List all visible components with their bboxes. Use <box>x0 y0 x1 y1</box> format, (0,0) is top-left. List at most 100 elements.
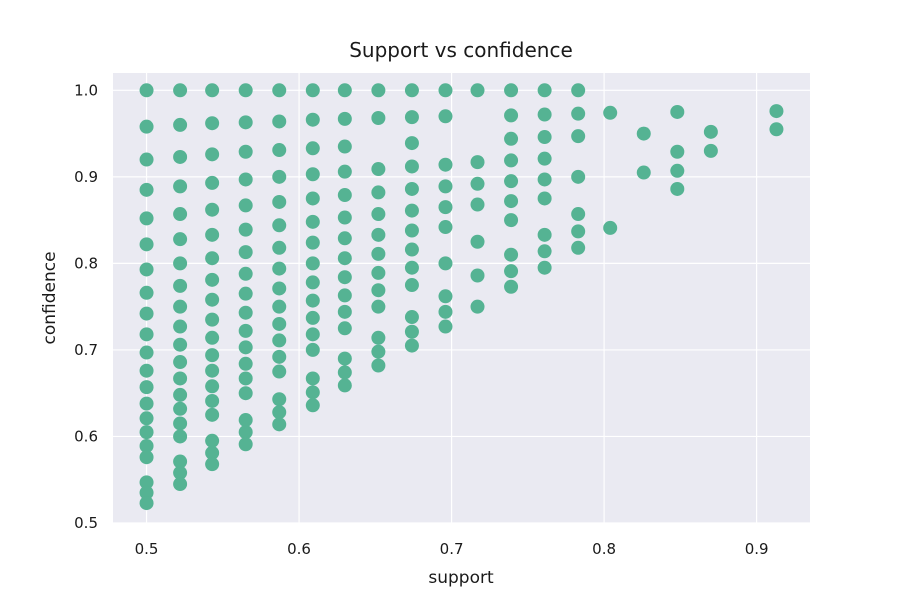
scatter-point <box>139 380 154 395</box>
scatter-point <box>238 245 253 260</box>
scatter-point <box>173 319 188 334</box>
scatter-point <box>305 385 320 400</box>
scatter-point <box>139 425 154 440</box>
scatter-point <box>139 306 154 321</box>
scatter-point <box>272 240 287 255</box>
scatter-point <box>173 401 188 416</box>
scatter-point <box>404 203 419 218</box>
scatter-point <box>238 323 253 338</box>
x-tick-label: 0.9 <box>745 540 769 558</box>
scatter-point <box>371 185 386 200</box>
scatter-point <box>670 144 685 159</box>
scatter-point <box>238 386 253 401</box>
scatter-point <box>272 169 287 184</box>
scatter-point <box>571 240 586 255</box>
scatter-point <box>305 141 320 156</box>
scatter-point <box>205 175 220 190</box>
scatter-point <box>371 344 386 359</box>
scatter-point <box>205 445 220 460</box>
scatter-point <box>337 378 352 393</box>
scatter-point <box>173 207 188 222</box>
scatter-point <box>205 363 220 378</box>
scatter-point <box>470 176 485 191</box>
scatter-point <box>337 139 352 154</box>
scatter-point <box>173 454 188 469</box>
scatter-point <box>504 174 519 189</box>
scatter-point <box>139 345 154 360</box>
scatter-point <box>371 330 386 345</box>
scatter-point <box>438 289 453 304</box>
scatter-point <box>537 130 552 145</box>
scatter-point <box>537 107 552 122</box>
scatter-point <box>173 416 188 431</box>
scatter-point <box>703 124 718 139</box>
scatter-point <box>371 265 386 280</box>
scatter-point <box>337 164 352 179</box>
scatter-point <box>404 260 419 275</box>
scatter-point <box>173 477 188 492</box>
scatter-point <box>173 149 188 164</box>
y-tick-label: 1.0 <box>74 81 98 99</box>
scatter-point <box>337 251 352 266</box>
scatter-point <box>404 83 419 98</box>
scatter-point <box>404 338 419 353</box>
scatter-point <box>173 355 188 370</box>
scatter-point <box>139 450 154 465</box>
scatter-point <box>205 292 220 307</box>
scatter-point <box>173 387 188 402</box>
scatter-point <box>205 227 220 242</box>
scatter-point <box>139 475 154 490</box>
scatter-point <box>238 437 253 452</box>
scatter-point <box>272 194 287 209</box>
scatter-point <box>537 191 552 206</box>
scatter-point <box>272 417 287 432</box>
scatter-point <box>670 181 685 196</box>
scatter-point <box>670 163 685 178</box>
scatter-point <box>238 356 253 371</box>
scatter-point <box>337 83 352 98</box>
scatter-point <box>205 393 220 408</box>
scatter-point <box>537 227 552 242</box>
scatter-point <box>238 144 253 159</box>
scatter-point <box>337 365 352 380</box>
scatter-point <box>173 278 188 293</box>
scatter-point <box>272 261 287 276</box>
scatter-point <box>139 327 154 342</box>
scatter-point <box>173 232 188 247</box>
scatter-point <box>371 111 386 125</box>
scatter-point <box>337 351 352 366</box>
scatter-point <box>504 264 519 279</box>
scatter-point <box>438 319 453 334</box>
scatter-point <box>470 197 485 212</box>
tick-labels: 0.5 0.6 0.7 0.8 0.9 0.5 0.6 0.7 0.8 0.9 1.0 <box>74 81 768 558</box>
scatter-point <box>305 327 320 342</box>
scatter-point <box>139 152 154 167</box>
scatter-point <box>205 83 220 98</box>
scatter-point <box>272 364 287 379</box>
scatter-point <box>504 279 519 294</box>
scatter-point <box>139 182 154 197</box>
y-axis-label: confidence <box>40 251 60 344</box>
scatter-point <box>305 214 320 229</box>
scatter-point <box>438 157 453 172</box>
scatter-point <box>238 305 253 320</box>
scatter-point <box>205 348 220 363</box>
scatter-point <box>438 220 453 235</box>
scatter-point <box>173 371 188 386</box>
scatter-point <box>404 242 419 257</box>
scatter-point <box>470 155 485 170</box>
scatter-point <box>404 223 419 238</box>
scatter-point <box>337 210 352 225</box>
scatter-point <box>305 371 320 386</box>
scatter-point <box>205 312 220 327</box>
scatter-point <box>371 207 386 222</box>
scatter-point <box>272 299 287 314</box>
scatter-point <box>670 104 685 119</box>
scatter-point <box>238 83 253 98</box>
scatter-point <box>205 330 220 345</box>
scatter-point <box>305 235 320 250</box>
scatter-point <box>537 260 552 275</box>
scatter-point <box>571 83 586 98</box>
x-tick-label: 0.6 <box>287 540 311 558</box>
scatter-point <box>305 167 320 182</box>
